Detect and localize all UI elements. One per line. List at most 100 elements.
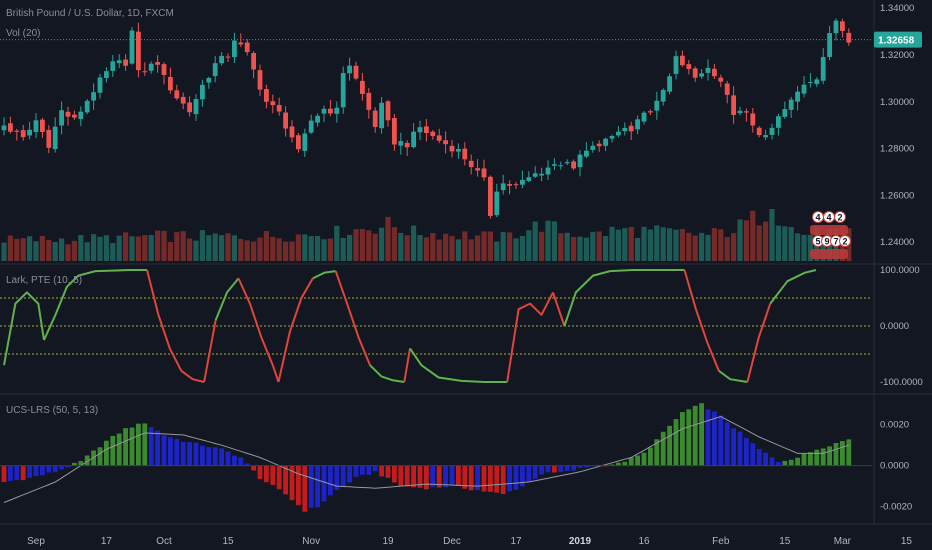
volume-bar	[174, 232, 180, 261]
candle-body	[97, 77, 103, 93]
histogram-bar	[430, 465, 436, 488]
histogram-bar	[763, 452, 768, 466]
volume-bar	[788, 227, 794, 261]
volume-indicator-label[interactable]: Vol (20)	[6, 28, 40, 39]
volume-bar	[724, 237, 730, 261]
candle-body	[14, 130, 20, 132]
time-tick-label: 15	[901, 536, 913, 547]
candle-body	[526, 177, 532, 181]
volume-bar	[430, 233, 436, 261]
volume-bar	[263, 231, 269, 261]
pte-line-segment	[369, 364, 405, 383]
histogram-bar	[276, 465, 282, 490]
volume-bar	[641, 226, 647, 261]
ucs-tick-label: 0.0020	[880, 420, 909, 431]
candle-body	[353, 65, 359, 79]
candle-body	[545, 167, 551, 175]
histogram-bar	[136, 423, 141, 466]
candle-body	[481, 168, 487, 178]
candle-body	[251, 53, 256, 70]
volume-bar	[807, 234, 813, 261]
histogram-bar	[456, 465, 461, 486]
event-badges[interactable]: 4 4 25 9 7 2	[810, 211, 851, 260]
volume-bar	[398, 232, 404, 261]
volume-bar	[647, 229, 653, 261]
pte-line-segment	[146, 269, 205, 383]
histogram-bar	[750, 443, 756, 466]
candle-body	[430, 131, 436, 137]
candle-body	[174, 90, 180, 99]
ucs-lrs-indicator-label[interactable]: UCS-LRS (50, 5, 13)	[6, 405, 98, 416]
candle-body	[46, 129, 52, 148]
volume-bar	[379, 227, 385, 261]
volume-bar	[763, 221, 769, 261]
pte-line-segment	[552, 292, 566, 327]
histogram-bar	[737, 431, 743, 466]
histogram-bar	[545, 465, 551, 473]
candle-body	[443, 140, 448, 145]
histogram-bar	[392, 465, 397, 483]
volume-bar	[123, 232, 129, 261]
volume-bar	[667, 228, 673, 261]
candle-body	[654, 100, 660, 111]
candle-body	[680, 55, 685, 66]
volume-bar	[519, 235, 525, 261]
volume-bar	[718, 229, 724, 261]
volume-bar	[257, 237, 263, 261]
volume-bar	[436, 239, 442, 261]
histogram-bar	[622, 461, 628, 466]
pte-indicator-label[interactable]: Lark, PTE (10, 5)	[6, 275, 82, 286]
ucs-tick-label: 0.0000	[880, 461, 909, 472]
candle-body	[59, 110, 64, 126]
price-tick-label: 1.28000	[880, 144, 914, 155]
pte-oscillator: 100.0000 0.0000 -100.0000	[0, 265, 923, 388]
histogram-bar	[33, 465, 39, 477]
volume-bar	[276, 238, 282, 261]
histogram-bar	[532, 465, 538, 479]
candle-body	[686, 64, 692, 69]
volume-bar	[372, 233, 378, 261]
histogram-bar	[264, 465, 269, 483]
histogram-bar	[353, 465, 359, 477]
candle-body	[776, 116, 781, 128]
pte-line-segment	[203, 320, 217, 383]
volume-bar	[686, 232, 692, 261]
volume-bar	[603, 236, 609, 261]
event-dot	[839, 235, 851, 247]
volume-bar	[231, 235, 237, 261]
volume-bar	[161, 230, 167, 261]
histogram-bar	[475, 465, 480, 491]
volume-bar	[539, 231, 545, 261]
candle-body	[110, 61, 116, 71]
last-price-badge: 1.32658	[874, 31, 922, 48]
histogram-bar	[244, 463, 250, 466]
histogram-bar	[513, 465, 519, 490]
price-axis[interactable]: 1.34000 1.32000 1.30000 1.28000 1.26000 1.240…	[880, 3, 914, 248]
histogram-bar	[238, 457, 244, 466]
candle-body	[507, 184, 512, 186]
candle-body	[385, 101, 391, 121]
histogram-bar	[8, 465, 13, 481]
histogram-bar	[507, 465, 512, 492]
candle-body	[622, 127, 628, 132]
candle-body	[136, 31, 141, 71]
histogram-bar	[385, 465, 391, 478]
time-tick-label: Feb	[712, 536, 730, 547]
symbol-title[interactable]: British Pound / U.S. Dollar, 1D, FXCM	[6, 8, 174, 19]
histogram-bar	[443, 465, 448, 488]
volume-bar	[590, 231, 596, 261]
volume-bar	[59, 238, 65, 261]
histogram-bar	[155, 430, 160, 466]
time-axis[interactable]: Sep 17 Oct 15 Nov 19 Dec 17 2019 16 Feb 15 Mar 15	[27, 536, 912, 547]
candle-body	[296, 135, 301, 150]
candle-body	[289, 126, 295, 138]
pte-line-segment	[563, 269, 685, 327]
histogram-bar	[488, 465, 493, 492]
candle-body	[520, 179, 525, 185]
volume-bar	[775, 225, 781, 261]
histogram-bar	[641, 452, 647, 466]
